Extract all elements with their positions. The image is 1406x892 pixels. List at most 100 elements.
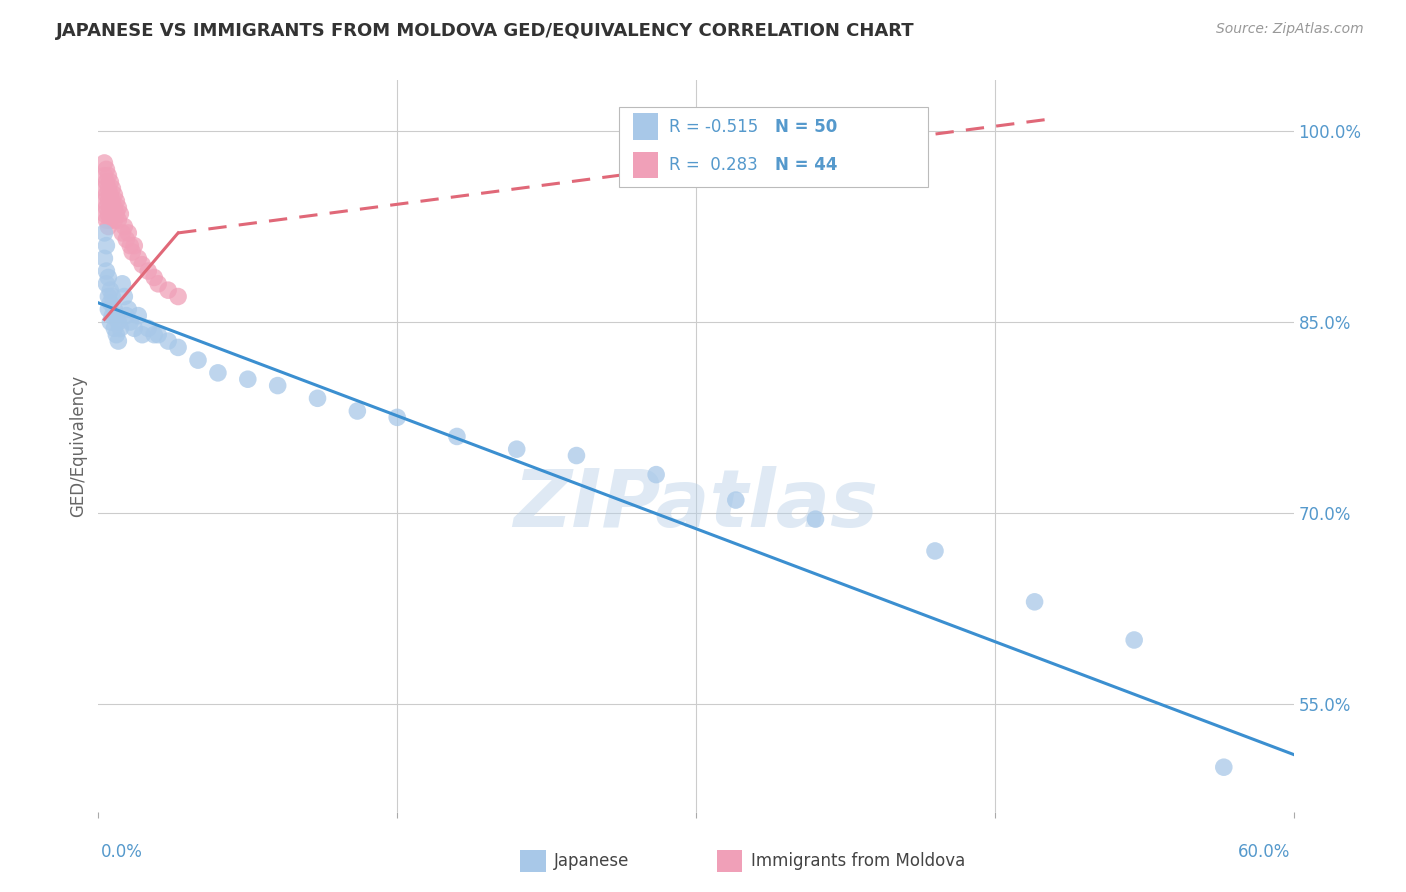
Point bbox=[236, 372, 259, 386]
Point bbox=[506, 442, 529, 457]
Point bbox=[121, 245, 143, 260]
Point bbox=[97, 302, 120, 317]
Point bbox=[115, 232, 138, 246]
Point bbox=[96, 175, 118, 189]
Point bbox=[1024, 595, 1046, 609]
Point bbox=[110, 321, 132, 335]
Point bbox=[103, 201, 125, 215]
Point bbox=[148, 327, 170, 342]
Point bbox=[167, 289, 190, 303]
Point bbox=[131, 327, 153, 342]
Point bbox=[97, 207, 120, 221]
Point bbox=[167, 340, 190, 354]
Point bbox=[127, 252, 149, 266]
Point bbox=[96, 238, 118, 252]
Point bbox=[307, 392, 329, 406]
Point bbox=[97, 219, 120, 234]
Point bbox=[148, 277, 170, 291]
Text: JAPANESE VS IMMIGRANTS FROM MOLDOVA GED/EQUIVALENCY CORRELATION CHART: JAPANESE VS IMMIGRANTS FROM MOLDOVA GED/… bbox=[56, 22, 915, 40]
Point bbox=[207, 366, 229, 380]
Point bbox=[107, 213, 129, 227]
Point bbox=[804, 512, 827, 526]
Point bbox=[103, 213, 125, 227]
Point bbox=[93, 181, 115, 195]
Text: N = 44: N = 44 bbox=[775, 156, 837, 174]
Point bbox=[136, 321, 159, 335]
Point bbox=[96, 201, 118, 215]
Text: R =  0.283: R = 0.283 bbox=[669, 156, 758, 174]
Text: N = 50: N = 50 bbox=[775, 118, 837, 136]
Point bbox=[103, 321, 125, 335]
Point bbox=[385, 410, 409, 425]
Point bbox=[157, 334, 180, 348]
Point bbox=[645, 467, 668, 482]
Point bbox=[100, 283, 122, 297]
Point bbox=[97, 169, 120, 183]
Text: 0.0%: 0.0% bbox=[101, 843, 143, 861]
Point bbox=[110, 207, 132, 221]
Point bbox=[105, 194, 128, 208]
Point bbox=[101, 194, 124, 208]
Point bbox=[117, 302, 139, 317]
Point bbox=[105, 309, 128, 323]
Point bbox=[157, 283, 180, 297]
Point bbox=[93, 194, 115, 208]
Point bbox=[96, 277, 118, 291]
Point bbox=[93, 207, 115, 221]
Point bbox=[107, 201, 129, 215]
Text: Japanese: Japanese bbox=[554, 852, 630, 870]
Point bbox=[93, 156, 115, 170]
Point bbox=[120, 238, 142, 252]
Text: Source: ZipAtlas.com: Source: ZipAtlas.com bbox=[1216, 22, 1364, 37]
Point bbox=[100, 296, 122, 310]
Point bbox=[111, 277, 134, 291]
Point bbox=[97, 194, 120, 208]
Point bbox=[97, 181, 120, 195]
Point bbox=[100, 315, 122, 329]
Point bbox=[446, 429, 468, 443]
Point bbox=[103, 302, 125, 317]
Text: 60.0%: 60.0% bbox=[1239, 843, 1291, 861]
Point bbox=[346, 404, 368, 418]
Point bbox=[1123, 632, 1146, 647]
Point bbox=[1212, 760, 1234, 774]
Point bbox=[97, 289, 120, 303]
Text: R = -0.515: R = -0.515 bbox=[669, 118, 758, 136]
Point bbox=[136, 264, 159, 278]
Point bbox=[101, 181, 124, 195]
Point bbox=[96, 264, 118, 278]
Point bbox=[101, 309, 124, 323]
Text: Immigrants from Moldova: Immigrants from Moldova bbox=[751, 852, 965, 870]
Point bbox=[143, 327, 166, 342]
Point bbox=[143, 270, 166, 285]
Point bbox=[115, 309, 138, 323]
Point bbox=[131, 258, 153, 272]
Point bbox=[100, 201, 122, 215]
Point bbox=[96, 213, 118, 227]
Point bbox=[101, 289, 124, 303]
Point bbox=[93, 252, 115, 266]
Point bbox=[100, 175, 122, 189]
Y-axis label: GED/Equivalency: GED/Equivalency bbox=[69, 375, 87, 517]
Point bbox=[103, 187, 125, 202]
Point bbox=[111, 226, 134, 240]
Point bbox=[96, 187, 118, 202]
Point bbox=[112, 219, 135, 234]
Text: ZIPatlas: ZIPatlas bbox=[513, 466, 879, 543]
Point bbox=[96, 162, 118, 177]
Point bbox=[101, 207, 124, 221]
Point bbox=[267, 378, 290, 392]
Point bbox=[93, 226, 115, 240]
Point bbox=[93, 169, 115, 183]
Point bbox=[100, 187, 122, 202]
Point bbox=[127, 309, 149, 323]
Point bbox=[100, 213, 122, 227]
Point bbox=[187, 353, 209, 368]
Point bbox=[105, 327, 128, 342]
Point bbox=[105, 207, 128, 221]
Point bbox=[565, 449, 588, 463]
Point bbox=[107, 334, 129, 348]
Point bbox=[724, 493, 747, 508]
Point bbox=[107, 315, 129, 329]
Point bbox=[112, 289, 135, 303]
